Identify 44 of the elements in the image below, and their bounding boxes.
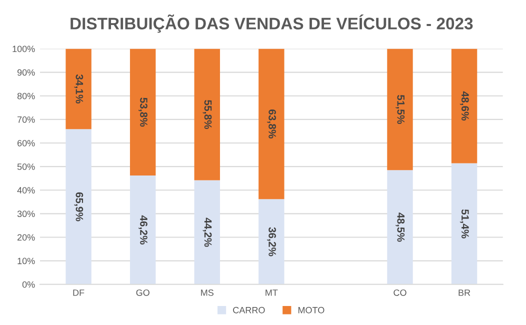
x-tick-label: DF [73, 290, 84, 296]
y-tick-label: 100% [12, 46, 35, 52]
bar [130, 176, 156, 284]
data-label: 48,6% [460, 91, 469, 120]
y-tick-label: 20% [18, 234, 35, 241]
y-tick-label: 0% [22, 281, 35, 288]
data-label: 46,2% [138, 215, 148, 244]
y-tick-label: 40% [17, 187, 35, 194]
bar [194, 180, 220, 284]
bar [387, 170, 413, 284]
chart-title: DISTRIBUIÇÃO DAS VENDAS DE VEÍCULOS - 2023 [70, 14, 473, 33]
y-tick-label: 80% [17, 92, 35, 100]
data-label: 51,5% [396, 94, 405, 124]
data-label: 63,8% [267, 110, 276, 138]
y-tick-label: 30% [17, 210, 35, 218]
data-label: 53,8% [138, 98, 148, 127]
x-tick-label: BR [458, 290, 470, 296]
data-label: 51,4% [460, 209, 469, 238]
y-tick-label: 90% [17, 69, 35, 76]
data-label: 55,8% [202, 100, 212, 129]
bar [258, 48, 284, 200]
bar [451, 163, 478, 284]
bar [66, 48, 92, 130]
bar [451, 48, 478, 164]
x-tick-label: GO [136, 289, 150, 296]
y-tick-label: 10% [18, 258, 35, 264]
data-label: 34,1% [74, 74, 84, 104]
data-label: 36,2% [267, 227, 276, 256]
y-tick-label: 50% [17, 164, 35, 170]
bar [387, 48, 413, 170]
legend-label: MOTO [298, 306, 324, 314]
y-tick-label: 60% [18, 140, 35, 146]
y-tick-label: 70% [18, 116, 35, 123]
x-tick-label: CO [394, 289, 406, 296]
data-label: 48,5% [396, 212, 405, 242]
bar [130, 48, 156, 176]
x-tick-label: MS [201, 289, 214, 296]
bar [194, 48, 220, 180]
x-tick-label: MT [266, 290, 278, 296]
data-label: 44,2% [202, 218, 212, 247]
data-label: 65,9% [74, 192, 84, 222]
bar [66, 129, 92, 284]
legend-label: CARRO [233, 306, 265, 314]
bar [258, 199, 284, 284]
